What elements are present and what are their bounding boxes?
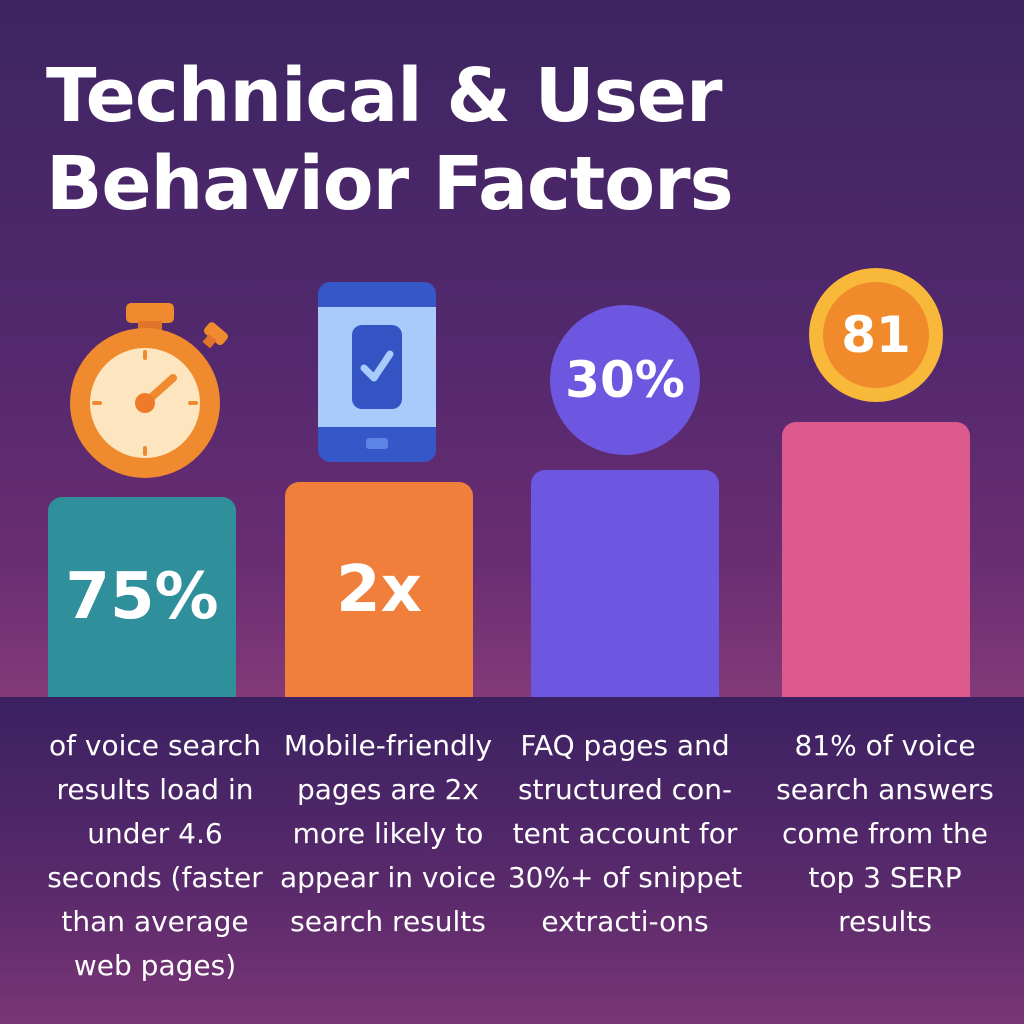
number-badge: 81 (809, 268, 943, 402)
caption-serp: 81% of voice search answers come from th… (776, 729, 994, 938)
stopwatch-icon (70, 303, 229, 478)
stat-bar-serp (782, 422, 970, 697)
stat-bar-faq (531, 470, 719, 697)
caption-band (0, 697, 1024, 1024)
caption-load-speed: of voice search results load in under 4.… (47, 729, 263, 982)
stat-bar-load-speed: 75% (48, 497, 236, 697)
mobile-check-icon (318, 282, 436, 462)
percent-badge: 30% (550, 305, 700, 455)
number-badge-inner: 81 (823, 282, 929, 388)
stat-bar-mobile: 2x (285, 482, 473, 697)
title-line-1: Technical & User (46, 53, 722, 139)
page-title: Technical & User Behavior Factors (46, 52, 734, 228)
title-line-2: Behavior Factors (46, 141, 734, 227)
caption-faq: FAQ pages and structured con-tent accoun… (507, 729, 743, 938)
caption-mobile: Mobile-friendly pages are 2x more likely… (279, 729, 497, 938)
